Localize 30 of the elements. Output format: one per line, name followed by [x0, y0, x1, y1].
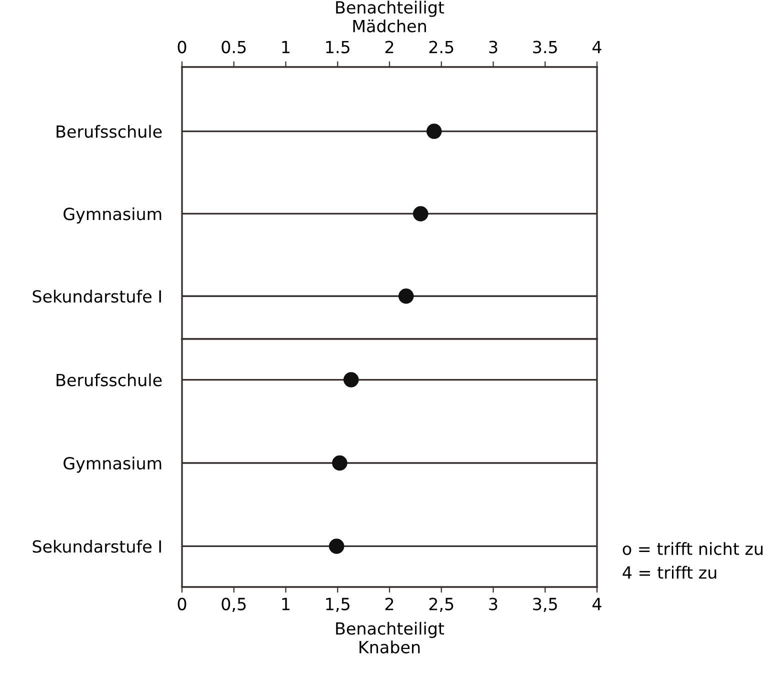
- x2-tick-label: 1: [282, 40, 290, 54]
- x2-tick-label: 2: [385, 40, 394, 54]
- x2-tick-label: 1.5: [326, 40, 350, 54]
- x-tick-label: 3: [489, 598, 498, 610]
- x-tick-label: 3,5: [533, 598, 557, 612]
- x-tick-label: 4: [592, 598, 602, 610]
- x2-tick-label: 3.5: [533, 40, 557, 54]
- x-tick-label: 1,5: [326, 598, 350, 612]
- x-axis-title: Benachteiligt Knaben: [336, 622, 444, 654]
- x2-tick-label: 2.5: [429, 40, 454, 54]
- x2-axis-title: Benachteiligt Mädchen: [336, 0, 444, 32]
- x-tick-label: 2,5: [429, 598, 454, 612]
- point: [426, 124, 442, 139]
- y-tick-label: Gymnasium: [64, 456, 162, 473]
- x-tick-label: 0: [178, 598, 186, 610]
- text: o = trifft nicht zu 4 = trifft zu: [622, 542, 762, 579]
- point: [412, 206, 428, 222]
- y-tick-label: Berufsschule: [56, 373, 162, 386]
- y-tick-label: Berufsschule: [56, 124, 162, 138]
- y-tick-label: Gymnasium: [64, 207, 162, 224]
- x-tick-label: 1: [282, 598, 290, 610]
- x2-tick-label: 0.5: [222, 40, 246, 54]
- x2-tick-label: 3: [489, 40, 498, 54]
- y-tick-label: Sekundarstufe I: [32, 290, 161, 303]
- x-tick-label: 2: [385, 598, 394, 610]
- x2-tick-label: 0: [178, 40, 186, 54]
- y-tick-label: Sekundarstufe I: [32, 540, 161, 553]
- point: [398, 288, 414, 304]
- x2-tick-label: 4: [592, 40, 602, 54]
- x-tick-label: 0,5: [222, 598, 246, 612]
